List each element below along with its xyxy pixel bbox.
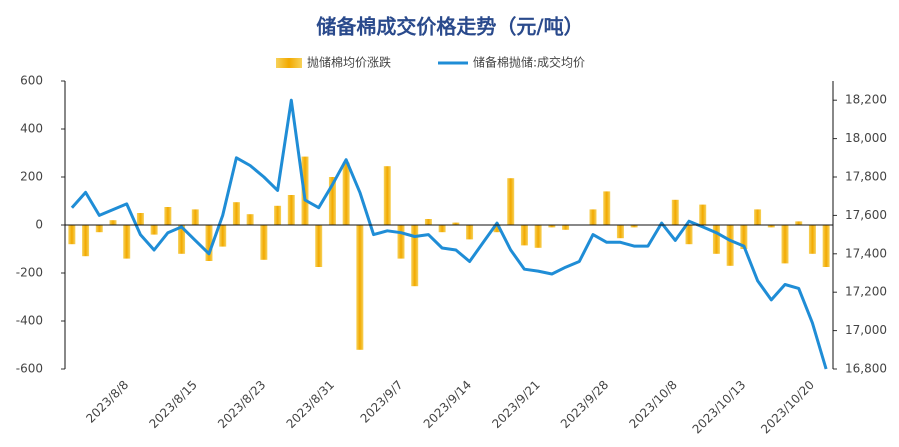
bar bbox=[287, 195, 295, 225]
bar bbox=[603, 191, 611, 225]
x-tick-label: 2023/8/31 bbox=[284, 378, 337, 431]
legend-label: 储备棉抛储:成交均价 bbox=[473, 55, 585, 70]
bar bbox=[520, 225, 528, 246]
bar bbox=[219, 225, 227, 247]
bar bbox=[164, 207, 172, 225]
bar bbox=[671, 199, 679, 225]
bar bbox=[740, 225, 748, 249]
bar bbox=[191, 209, 199, 225]
y-tick-label: -200 bbox=[16, 266, 43, 280]
bar bbox=[178, 225, 186, 254]
y2-tick-label: 17,200 bbox=[845, 285, 887, 299]
bar bbox=[274, 205, 282, 225]
x-tick-label: 2023/8/23 bbox=[215, 378, 268, 431]
y-tick-label: 0 bbox=[35, 218, 43, 232]
bar bbox=[754, 209, 762, 225]
bar bbox=[68, 225, 76, 245]
bar bbox=[438, 225, 446, 233]
bar bbox=[424, 219, 432, 225]
y-tick-label: -400 bbox=[16, 314, 43, 328]
bar bbox=[232, 202, 240, 225]
bar bbox=[205, 225, 213, 261]
y2-tick-label: 17,600 bbox=[845, 208, 887, 222]
bar bbox=[822, 225, 830, 267]
bar bbox=[452, 222, 460, 225]
bar bbox=[616, 225, 624, 239]
bar bbox=[685, 225, 693, 245]
y-tick-label: 600 bbox=[20, 74, 43, 88]
bar bbox=[534, 225, 542, 248]
x-tick-label: 2023/9/21 bbox=[489, 378, 542, 431]
x-tick-label: 2023/10/20 bbox=[758, 378, 817, 437]
x-tick-label: 2023/9/28 bbox=[558, 378, 611, 431]
bar bbox=[589, 209, 597, 225]
x-tick-label: 2023/10/8 bbox=[626, 378, 679, 431]
bar bbox=[630, 225, 638, 228]
bar bbox=[246, 214, 254, 225]
y-tick-label: -600 bbox=[16, 362, 43, 376]
bar bbox=[383, 166, 391, 225]
x-tick-label: 2023/8/15 bbox=[146, 378, 199, 431]
x-tick-label: 2023/9/7 bbox=[358, 378, 406, 426]
y2-tick-label: 17,000 bbox=[845, 323, 887, 337]
bar bbox=[699, 204, 707, 225]
x-tick-label: 2023/10/13 bbox=[690, 378, 749, 437]
chart-title: 储备棉成交价格走势（元/吨） bbox=[316, 15, 583, 39]
bar bbox=[712, 225, 720, 254]
legend-label: 抛储棉均价涨跌 bbox=[307, 55, 391, 70]
bar bbox=[795, 221, 803, 225]
bar bbox=[411, 225, 419, 287]
bar bbox=[397, 225, 405, 259]
bar bbox=[136, 213, 144, 225]
bar bbox=[260, 225, 268, 260]
x-tick-label: 2023/9/14 bbox=[421, 378, 474, 431]
line bbox=[70, 98, 828, 370]
bar bbox=[95, 225, 103, 233]
y2-tick-label: 18,200 bbox=[845, 93, 887, 107]
y-tick-label: 200 bbox=[20, 170, 43, 184]
bar bbox=[109, 220, 117, 225]
bar bbox=[315, 225, 323, 267]
y2-tick-label: 17,800 bbox=[845, 170, 887, 184]
bar bbox=[562, 225, 570, 230]
bar bbox=[123, 225, 131, 259]
y2-tick-label: 17,400 bbox=[845, 246, 887, 260]
x-tick-label: 2023/8/8 bbox=[83, 378, 131, 426]
bar bbox=[150, 225, 158, 235]
bar bbox=[507, 178, 515, 225]
bar bbox=[726, 225, 734, 266]
bar bbox=[356, 225, 364, 350]
bar bbox=[781, 225, 789, 264]
legend-swatch bbox=[276, 58, 302, 68]
bar bbox=[767, 225, 775, 228]
y2-tick-label: 16,800 bbox=[845, 362, 887, 376]
y-tick-label: 400 bbox=[20, 122, 43, 136]
bar bbox=[548, 225, 556, 228]
bar bbox=[466, 225, 474, 240]
bar bbox=[342, 162, 350, 225]
y2-tick-label: 18,000 bbox=[845, 131, 887, 145]
bar bbox=[328, 177, 336, 225]
bar bbox=[808, 225, 816, 254]
bar bbox=[493, 225, 501, 233]
bar bbox=[82, 225, 90, 257]
